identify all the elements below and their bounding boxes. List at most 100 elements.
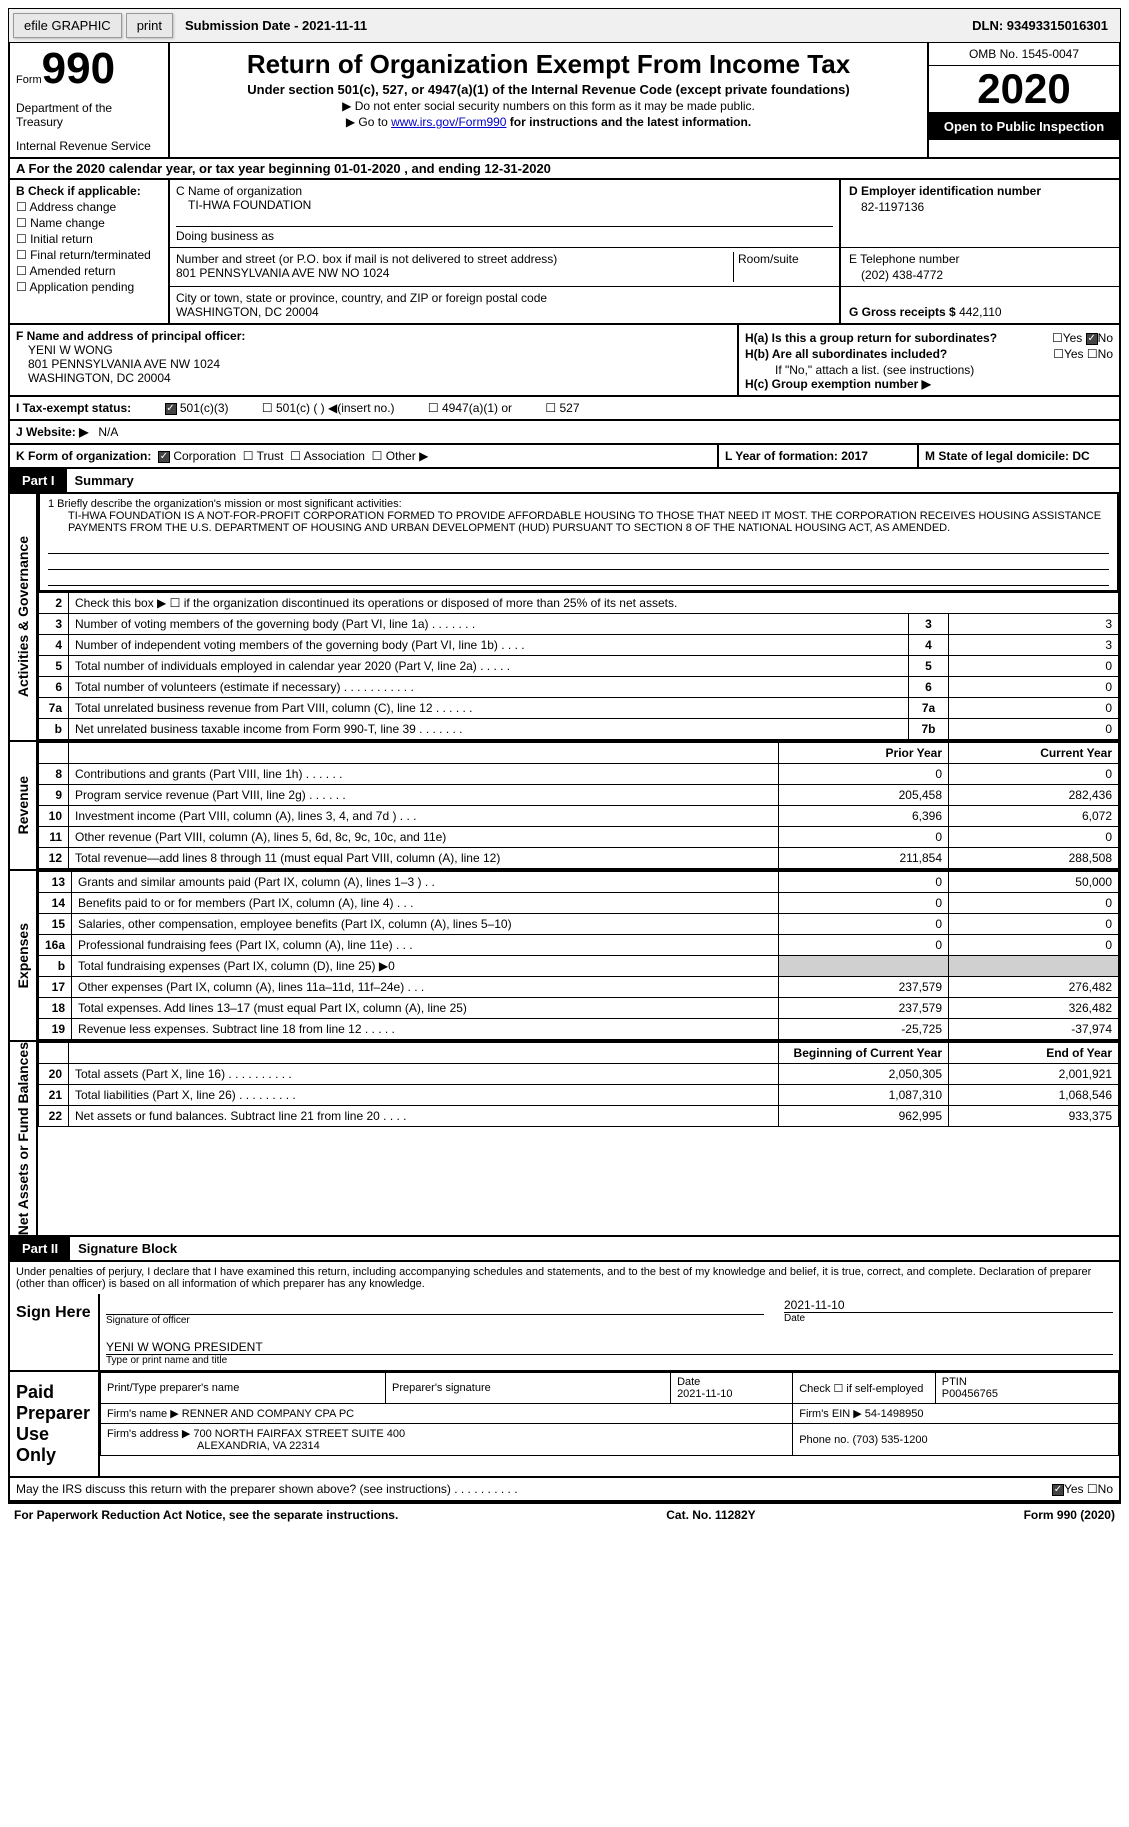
tax-year: 2020: [929, 66, 1119, 113]
perjury-text: Under penalties of perjury, I declare th…: [8, 1262, 1121, 1294]
type-name-label: Type or print name and title: [106, 1355, 1113, 1366]
dln: DLN: 93493315016301: [964, 14, 1116, 37]
print-button[interactable]: print: [126, 13, 173, 38]
f-name: YENI W WONG: [16, 343, 731, 357]
ha-label: H(a) Is this a group return for subordin…: [745, 331, 997, 345]
paid-preparer-label: Paid Preparer Use Only: [10, 1372, 100, 1476]
efile-button[interactable]: efile GRAPHIC: [13, 13, 122, 38]
chk-name[interactable]: ☐ Name change: [16, 216, 162, 230]
hb-note: If "No," attach a list. (see instruction…: [745, 363, 1113, 377]
note-2-post: for instructions and the latest informat…: [506, 115, 751, 129]
form-header: Form990 Department of the Treasury Inter…: [8, 43, 1121, 159]
d-val: 82-1197136: [849, 200, 1111, 214]
ha-no-chk[interactable]: ✓: [1086, 333, 1098, 345]
chk-address[interactable]: ☐ Address change: [16, 200, 162, 214]
netassets-section: Net Assets or Fund Balances Beginning of…: [8, 1042, 1121, 1237]
dept-1: Department of the Treasury: [16, 101, 162, 129]
phone-box: E Telephone number (202) 438-4772: [839, 248, 1119, 287]
dept-2: Internal Revenue Service: [16, 139, 162, 153]
open-public: Open to Public Inspection: [929, 113, 1119, 140]
sig-date-val: 2021-11-10: [784, 1298, 1113, 1312]
revenue-table: Prior YearCurrent Year 8Contributions an…: [38, 742, 1119, 869]
c-name: TI-HWA FOUNDATION: [176, 198, 833, 212]
check-applicable: B Check if applicable: ☐ Address change …: [10, 180, 170, 323]
g-val: 442,110: [959, 305, 1002, 319]
note-1: ▶ Do not enter social security numbers o…: [176, 99, 921, 113]
signature-block: Sign Here Signature of officer 2021-11-1…: [8, 1294, 1121, 1502]
group-return-box: H(a) Is this a group return for subordin…: [739, 325, 1119, 395]
city-label: City or town, state or province, country…: [176, 291, 833, 305]
side-netassets: Net Assets or Fund Balances: [10, 1042, 38, 1235]
org-name-box: C Name of organization TI-HWA FOUNDATION…: [170, 180, 839, 248]
omb-number: OMB No. 1545-0047: [929, 43, 1119, 66]
preparer-table: Print/Type preparer's name Preparer's si…: [100, 1372, 1119, 1456]
form-number: 990: [42, 44, 115, 93]
f-addr1: 801 PENNSYLVANIA AVE NW 1024: [16, 357, 731, 371]
corp-chk[interactable]: ✓: [158, 451, 170, 463]
fgh-section: F Name and address of principal officer:…: [8, 325, 1121, 397]
e-label: E Telephone number: [849, 252, 1111, 266]
chk-initial[interactable]: ☐ Initial return: [16, 232, 162, 246]
addr-val: 801 PENNSYLVANIA AVE NW NO 1024: [176, 266, 733, 280]
address-box: Number and street (or P.O. box if mail i…: [170, 248, 839, 287]
chk-final[interactable]: ☐ Final return/terminated: [16, 248, 162, 262]
revenue-section: Revenue Prior YearCurrent Year 8Contribu…: [8, 742, 1121, 871]
sign-here-label: Sign Here: [10, 1294, 100, 1370]
city-box: City or town, state or province, country…: [170, 287, 839, 323]
c-label: C Name of organization: [176, 184, 833, 198]
section-b: B Check if applicable: ☐ Address change …: [8, 180, 1121, 325]
d-label: D Employer identification number: [849, 184, 1041, 198]
501c3-chk[interactable]: ✓: [165, 403, 177, 415]
ein-box: D Employer identification number 82-1197…: [839, 180, 1119, 248]
row-j: J Website: ▶ N/A: [8, 421, 1121, 445]
form-label: Form: [16, 74, 42, 86]
discuss-yes-chk[interactable]: ✓: [1052, 1484, 1064, 1496]
note-2: ▶ Go to www.irs.gov/Form990 for instruct…: [176, 115, 921, 129]
footer-right: Form 990 (2020): [1024, 1508, 1115, 1522]
g-label: G Gross receipts $: [849, 305, 956, 319]
expenses-table: 13Grants and similar amounts paid (Part …: [38, 871, 1119, 1040]
netassets-table: Beginning of Current YearEnd of Year 20T…: [38, 1042, 1119, 1127]
sig-officer-label: Signature of officer: [106, 1315, 764, 1326]
dba-label: Doing business as: [176, 226, 833, 243]
room-label: Room/suite: [733, 252, 833, 282]
part-1-label: Part I: [10, 469, 67, 492]
sig-date-label: Date: [784, 1313, 1113, 1324]
self-employed: Check ☐ if self-employed: [793, 1373, 936, 1404]
part-2-header: Part II Signature Block: [8, 1237, 1121, 1262]
row-a-period: A For the 2020 calendar year, or tax yea…: [8, 159, 1121, 180]
part-1-header: Part I Summary: [8, 469, 1121, 494]
officer-name: YENI W WONG PRESIDENT: [106, 1340, 1113, 1354]
side-expenses: Expenses: [10, 871, 38, 1040]
discuss-text: May the IRS discuss this return with the…: [16, 1482, 518, 1496]
chk-amended[interactable]: ☐ Amended return: [16, 264, 162, 278]
header-center: Return of Organization Exempt From Incom…: [170, 43, 929, 157]
form-title: Return of Organization Exempt From Incom…: [176, 49, 921, 80]
header-left: Form990 Department of the Treasury Inter…: [10, 43, 170, 157]
l1-label: 1 Briefly describe the organization's mi…: [48, 498, 1109, 510]
e-val: (202) 438-4772: [849, 268, 1111, 282]
side-activities: Activities & Governance: [10, 494, 38, 740]
expenses-section: Expenses 13Grants and similar amounts pa…: [8, 871, 1121, 1042]
part-1-title: Summary: [67, 469, 142, 492]
city-val: WASHINGTON, DC 20004: [176, 305, 833, 319]
hb-label: H(b) Are all subordinates included?: [745, 347, 947, 361]
org-info: C Name of organization TI-HWA FOUNDATION…: [170, 180, 1119, 323]
top-bar: efile GRAPHIC print Submission Date - 20…: [8, 8, 1121, 43]
footer-mid: Cat. No. 11282Y: [666, 1508, 755, 1522]
part-2-title: Signature Block: [70, 1237, 185, 1260]
footer-left: For Paperwork Reduction Act Notice, see …: [14, 1508, 398, 1522]
addr-label: Number and street (or P.O. box if mail i…: [176, 252, 733, 266]
note-2-pre: ▶ Go to: [346, 115, 391, 129]
hc-label: H(c) Group exemption number ▶: [745, 377, 931, 391]
side-revenue: Revenue: [10, 742, 38, 869]
pt-name-label: Print/Type preparer's name: [101, 1373, 386, 1404]
chk-pending[interactable]: ☐ Application pending: [16, 280, 162, 294]
f-label: F Name and address of principal officer:: [16, 329, 245, 343]
irs-link[interactable]: www.irs.gov/Form990: [391, 115, 506, 129]
row-i: I Tax-exempt status: ✓ 501(c)(3) ☐ 501(c…: [8, 397, 1121, 421]
officer-box: F Name and address of principal officer:…: [10, 325, 739, 395]
efile-label: efile GRAPHIC: [24, 18, 111, 33]
page-footer: For Paperwork Reduction Act Notice, see …: [8, 1502, 1121, 1526]
print-label: print: [137, 18, 162, 33]
